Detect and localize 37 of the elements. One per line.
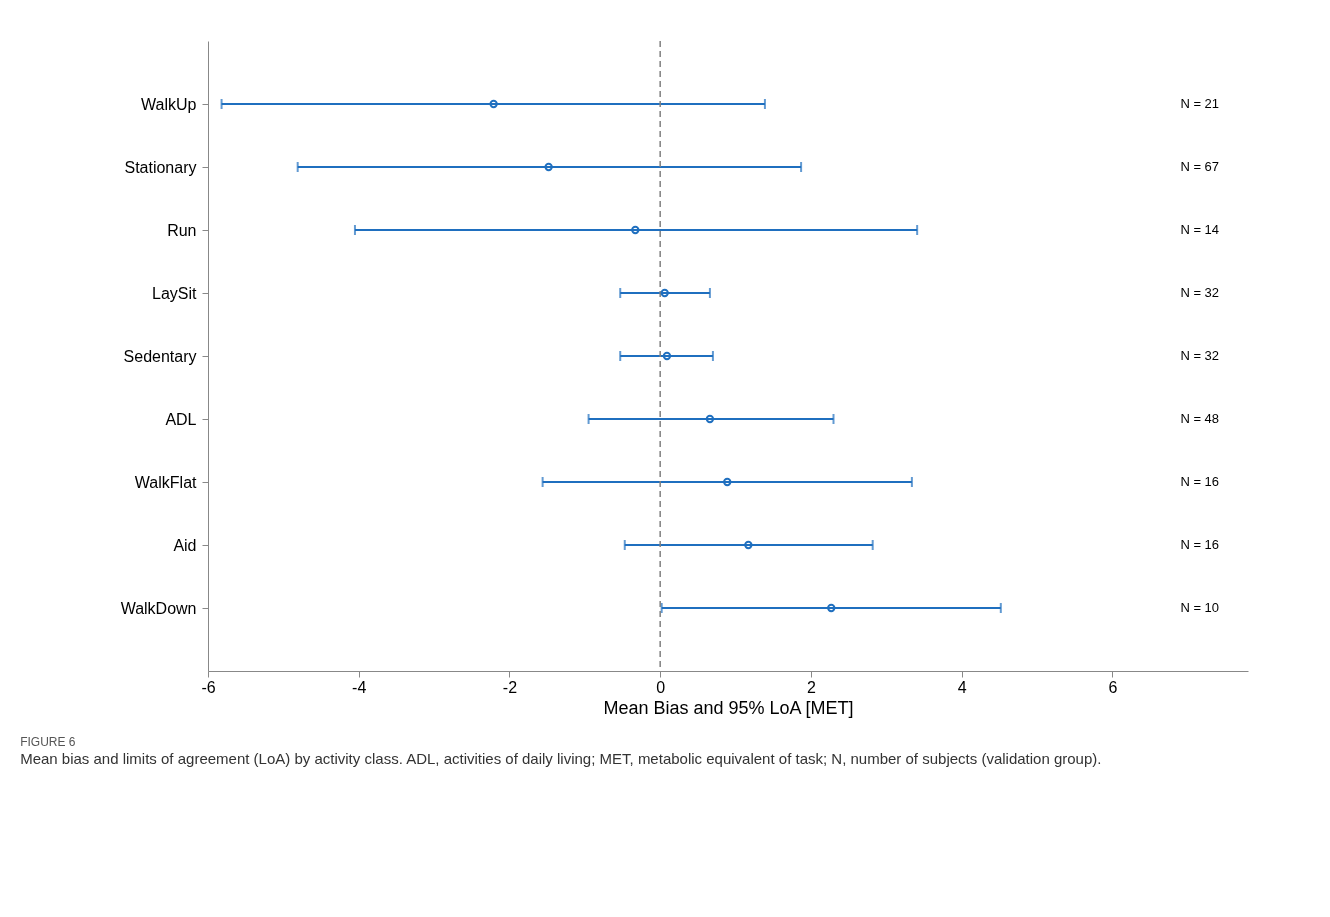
annotation: N = 10: [1180, 600, 1220, 615]
x-tick-label: -2: [502, 678, 518, 696]
point: [827, 603, 836, 613]
annotation: N = 14: [1180, 222, 1220, 237]
y-tick-label: Run: [167, 221, 197, 239]
x-tick-label: 6: [1108, 678, 1118, 696]
point: [544, 162, 553, 172]
point: [723, 477, 732, 487]
x-tick-label: -6: [201, 678, 216, 696]
text: FIGURE 6: [20, 735, 76, 749]
y-tick-label: ADL: [165, 410, 197, 428]
y-tick-label: LaySit: [152, 284, 198, 302]
annotation: N = 48: [1180, 411, 1220, 426]
point: [660, 288, 669, 298]
annotation: N = 32: [1180, 348, 1220, 363]
y-tick-label: WalkDown: [120, 599, 197, 617]
point: [489, 99, 498, 109]
x-tick-label: 4: [957, 678, 967, 696]
annotation: N = 32: [1180, 285, 1220, 300]
y-tick-label: Sedentary: [123, 347, 197, 365]
text: Mean bias and limits of agreement (LoA) by activity class. ADL, activities of daily living; MET, metabolic equivalent of task; N, number of subjects (validation group).: [20, 750, 1102, 767]
point: [705, 414, 715, 424]
x-tick-label: -4: [352, 678, 367, 696]
x-axis-title: Mean Bias and 95% LoA [MET]: [603, 697, 854, 718]
x-tick-label: 2: [806, 678, 816, 696]
point: [662, 351, 672, 361]
y-tick-label: WalkUp: [141, 95, 197, 113]
point: [744, 540, 753, 550]
annotation: N = 67: [1180, 159, 1220, 174]
annotation: N = 21: [1180, 96, 1220, 111]
y-tick-label: Stationary: [124, 158, 197, 176]
y-tick-label: Aid: [173, 536, 197, 554]
x-tick-label: 0: [656, 678, 666, 696]
annotation: N = 16: [1180, 537, 1220, 552]
y-tick-label: WalkFlat: [134, 473, 198, 491]
annotation: N = 16: [1180, 474, 1220, 489]
point: [631, 225, 640, 235]
